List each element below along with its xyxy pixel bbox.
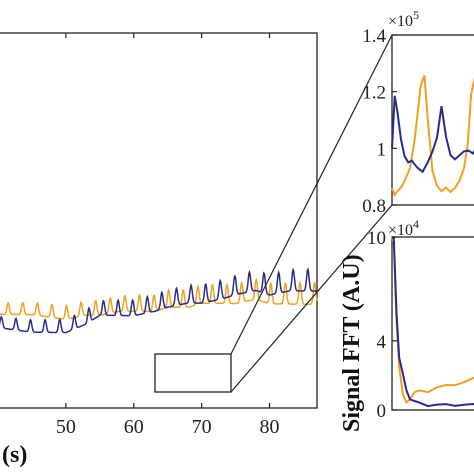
inset-bottom-exponent: ×104 [388,217,419,239]
x-tick-label: 60 [124,416,144,438]
inset-bottom-series-group [391,236,474,408]
inset-top-series-orange [391,75,474,198]
inset-top-panel: 0.8 1 1.2 1.4 ×105 [362,8,474,217]
inset-bottom-y-label: Signal FFT (A.U) [339,254,365,432]
y-tick-label: 1.2 [362,83,386,104]
zoom-connector-top [230,34,393,355]
y-tick-label: 1 [377,139,387,160]
inset-bottom-series-blue [391,236,474,408]
y-tick-label: 4 [377,332,387,353]
main-series-blue [0,267,317,334]
y-tick-label: 0 [377,401,387,422]
y-tick-label: 10 [367,228,386,249]
inset-bottom-panel: 0 4 10 ×104 Signal FFT (A.U) [339,217,474,432]
inset-top-frame [391,34,474,206]
x-tick-label: 70 [192,416,212,438]
inset-bottom-y-ticks: 0 4 10 [367,228,397,422]
inset-top-exponent: ×105 [388,8,419,30]
main-x-ticks: 50 60 70 80 [56,33,279,438]
zoom-connector-bottom [230,204,393,393]
x-tick-label: 80 [259,416,279,438]
main-series-group [0,267,318,334]
main-x-label: (s) [2,442,27,468]
x-tick-label: 50 [56,416,76,438]
y-tick-label: 1.4 [362,26,386,47]
main-plot-frame [0,32,318,409]
y-tick-label: 0.8 [362,196,386,217]
zoom-box [154,353,232,393]
inset-top-series-group [391,75,474,198]
inset-top-series-blue [391,95,474,174]
main-series-orange [0,278,318,320]
inset-top-y-ticks: 0.8 1 1.2 1.4 [362,26,397,217]
inset-bottom-frame [391,236,474,411]
main-panel: 50 60 70 80 (s) [0,32,393,468]
